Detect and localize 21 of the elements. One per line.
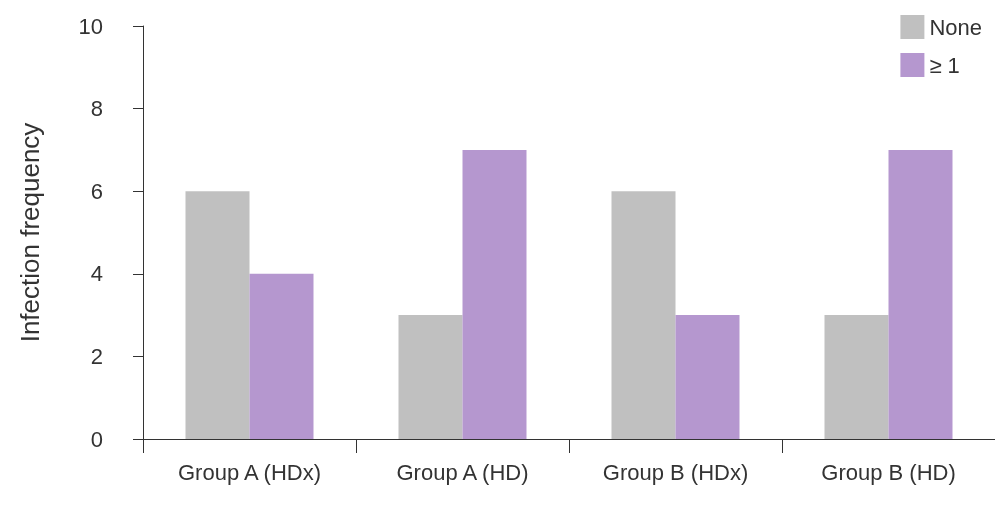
bar xyxy=(824,315,889,439)
bar xyxy=(611,191,676,439)
bar xyxy=(185,191,250,439)
legend-label: None xyxy=(929,14,982,40)
y-tick-label: 0 xyxy=(90,426,103,452)
bar xyxy=(675,315,740,439)
bar xyxy=(888,149,953,439)
y-tick-label: 10 xyxy=(78,13,103,39)
y-tick-label: 2 xyxy=(90,343,103,369)
x-tick-label: Group A (HD) xyxy=(396,459,529,485)
x-tick-label: Group A (HDx) xyxy=(177,459,322,485)
x-tick-label: Group B (HD) xyxy=(821,459,956,485)
bar xyxy=(398,315,463,439)
y-tick-label: 6 xyxy=(90,178,103,204)
legend-label: ≥ 1 xyxy=(929,52,960,78)
y-tick-label: 8 xyxy=(90,96,103,122)
y-tick-label: 4 xyxy=(90,261,103,287)
bar xyxy=(462,149,527,439)
y-axis-title: Infection frequency xyxy=(15,122,45,343)
x-tick-label: Group B (HDx) xyxy=(602,459,749,485)
bar xyxy=(249,273,314,439)
